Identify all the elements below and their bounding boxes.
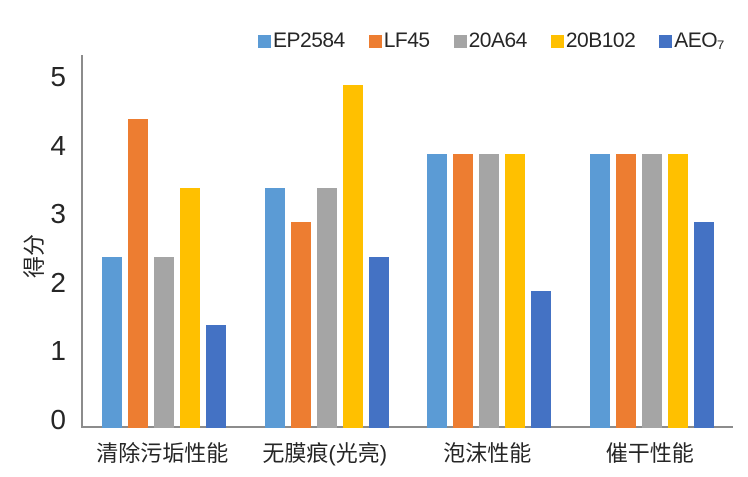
bar-AEO₇-泡沫性能 bbox=[531, 290, 552, 428]
bar-20A64-催干性能 bbox=[641, 153, 662, 428]
plot-area bbox=[81, 55, 733, 428]
bar-20A64-泡沫性能 bbox=[479, 153, 500, 428]
bar-EP2584-清除污垢性能 bbox=[102, 256, 123, 428]
bar-20A64-清除污垢性能 bbox=[154, 256, 175, 428]
bar-group-2 bbox=[246, 55, 409, 428]
chart-legend: EP2584 LF45 20A64 20B102 AEO₇ bbox=[258, 29, 724, 53]
bar-20B102-无膜痕(光亮) bbox=[342, 85, 363, 428]
bar-20B102-泡沫性能 bbox=[505, 153, 526, 428]
legend-label: LF45 bbox=[383, 29, 430, 52]
bar-group-4 bbox=[571, 55, 734, 428]
y-tick-label: 3 bbox=[50, 198, 66, 230]
bar-20A64-无膜痕(光亮) bbox=[316, 187, 337, 428]
bar-AEO₇-催干性能 bbox=[693, 222, 714, 428]
x-category-label-3: 泡沫性能 bbox=[443, 441, 532, 466]
legend-label: 20A64 bbox=[468, 29, 528, 52]
y-tick-label: 4 bbox=[50, 129, 66, 161]
bar-LF45-催干性能 bbox=[615, 153, 636, 428]
bar-LF45-无膜痕(光亮) bbox=[290, 222, 311, 428]
bar-LF45-泡沫性能 bbox=[453, 153, 474, 428]
x-category-label-1: 清除污垢性能 bbox=[96, 441, 229, 466]
legend-swatch-icon bbox=[258, 34, 271, 48]
x-category-label-4: 催干性能 bbox=[605, 441, 694, 466]
legend-swatch-icon bbox=[550, 34, 564, 48]
x-axis-line bbox=[81, 426, 733, 428]
legend-label: EP2584 bbox=[273, 29, 345, 52]
bar-AEO₇-无膜痕(光亮) bbox=[368, 256, 389, 428]
legend-swatch-icon bbox=[368, 34, 382, 48]
y-tick-label: 0 bbox=[50, 404, 66, 435]
bar-group-1 bbox=[83, 55, 246, 428]
legend-label: 20B102 bbox=[565, 29, 636, 52]
bar-20B102-清除污垢性能 bbox=[180, 187, 201, 428]
bar-EP2584-泡沫性能 bbox=[427, 153, 448, 428]
y-tick-label: 5 bbox=[50, 61, 66, 92]
bar-AEO₇-清除污垢性能 bbox=[206, 325, 227, 428]
legend-swatch-icon bbox=[659, 34, 673, 48]
legend-item-3: 20A64 bbox=[453, 29, 528, 53]
bar-EP2584-催干性能 bbox=[589, 153, 610, 428]
y-tick-label: 1 bbox=[50, 335, 66, 367]
bar-EP2584-无膜痕(光亮) bbox=[264, 187, 285, 428]
y-tick-label: 2 bbox=[50, 266, 66, 298]
bar-LF45-清除污垢性能 bbox=[128, 119, 149, 428]
x-category-label-2: 无膜痕(光亮) bbox=[262, 441, 388, 466]
legend-item-4: 20B102 bbox=[550, 29, 636, 53]
legend-item-1: EP2584 bbox=[258, 29, 345, 53]
bar-20B102-催干性能 bbox=[667, 153, 688, 428]
x-axis-category-labels: 清除污垢性能 无膜痕(光亮) 泡沫性能 催干性能 bbox=[81, 436, 731, 468]
legend-item-2: LF45 bbox=[368, 29, 430, 53]
legend-swatch-icon bbox=[453, 34, 467, 48]
bar-group-3 bbox=[408, 55, 571, 428]
legend-item-5: AEO₇ bbox=[659, 29, 724, 53]
legend-label: AEO₇ bbox=[674, 29, 724, 52]
